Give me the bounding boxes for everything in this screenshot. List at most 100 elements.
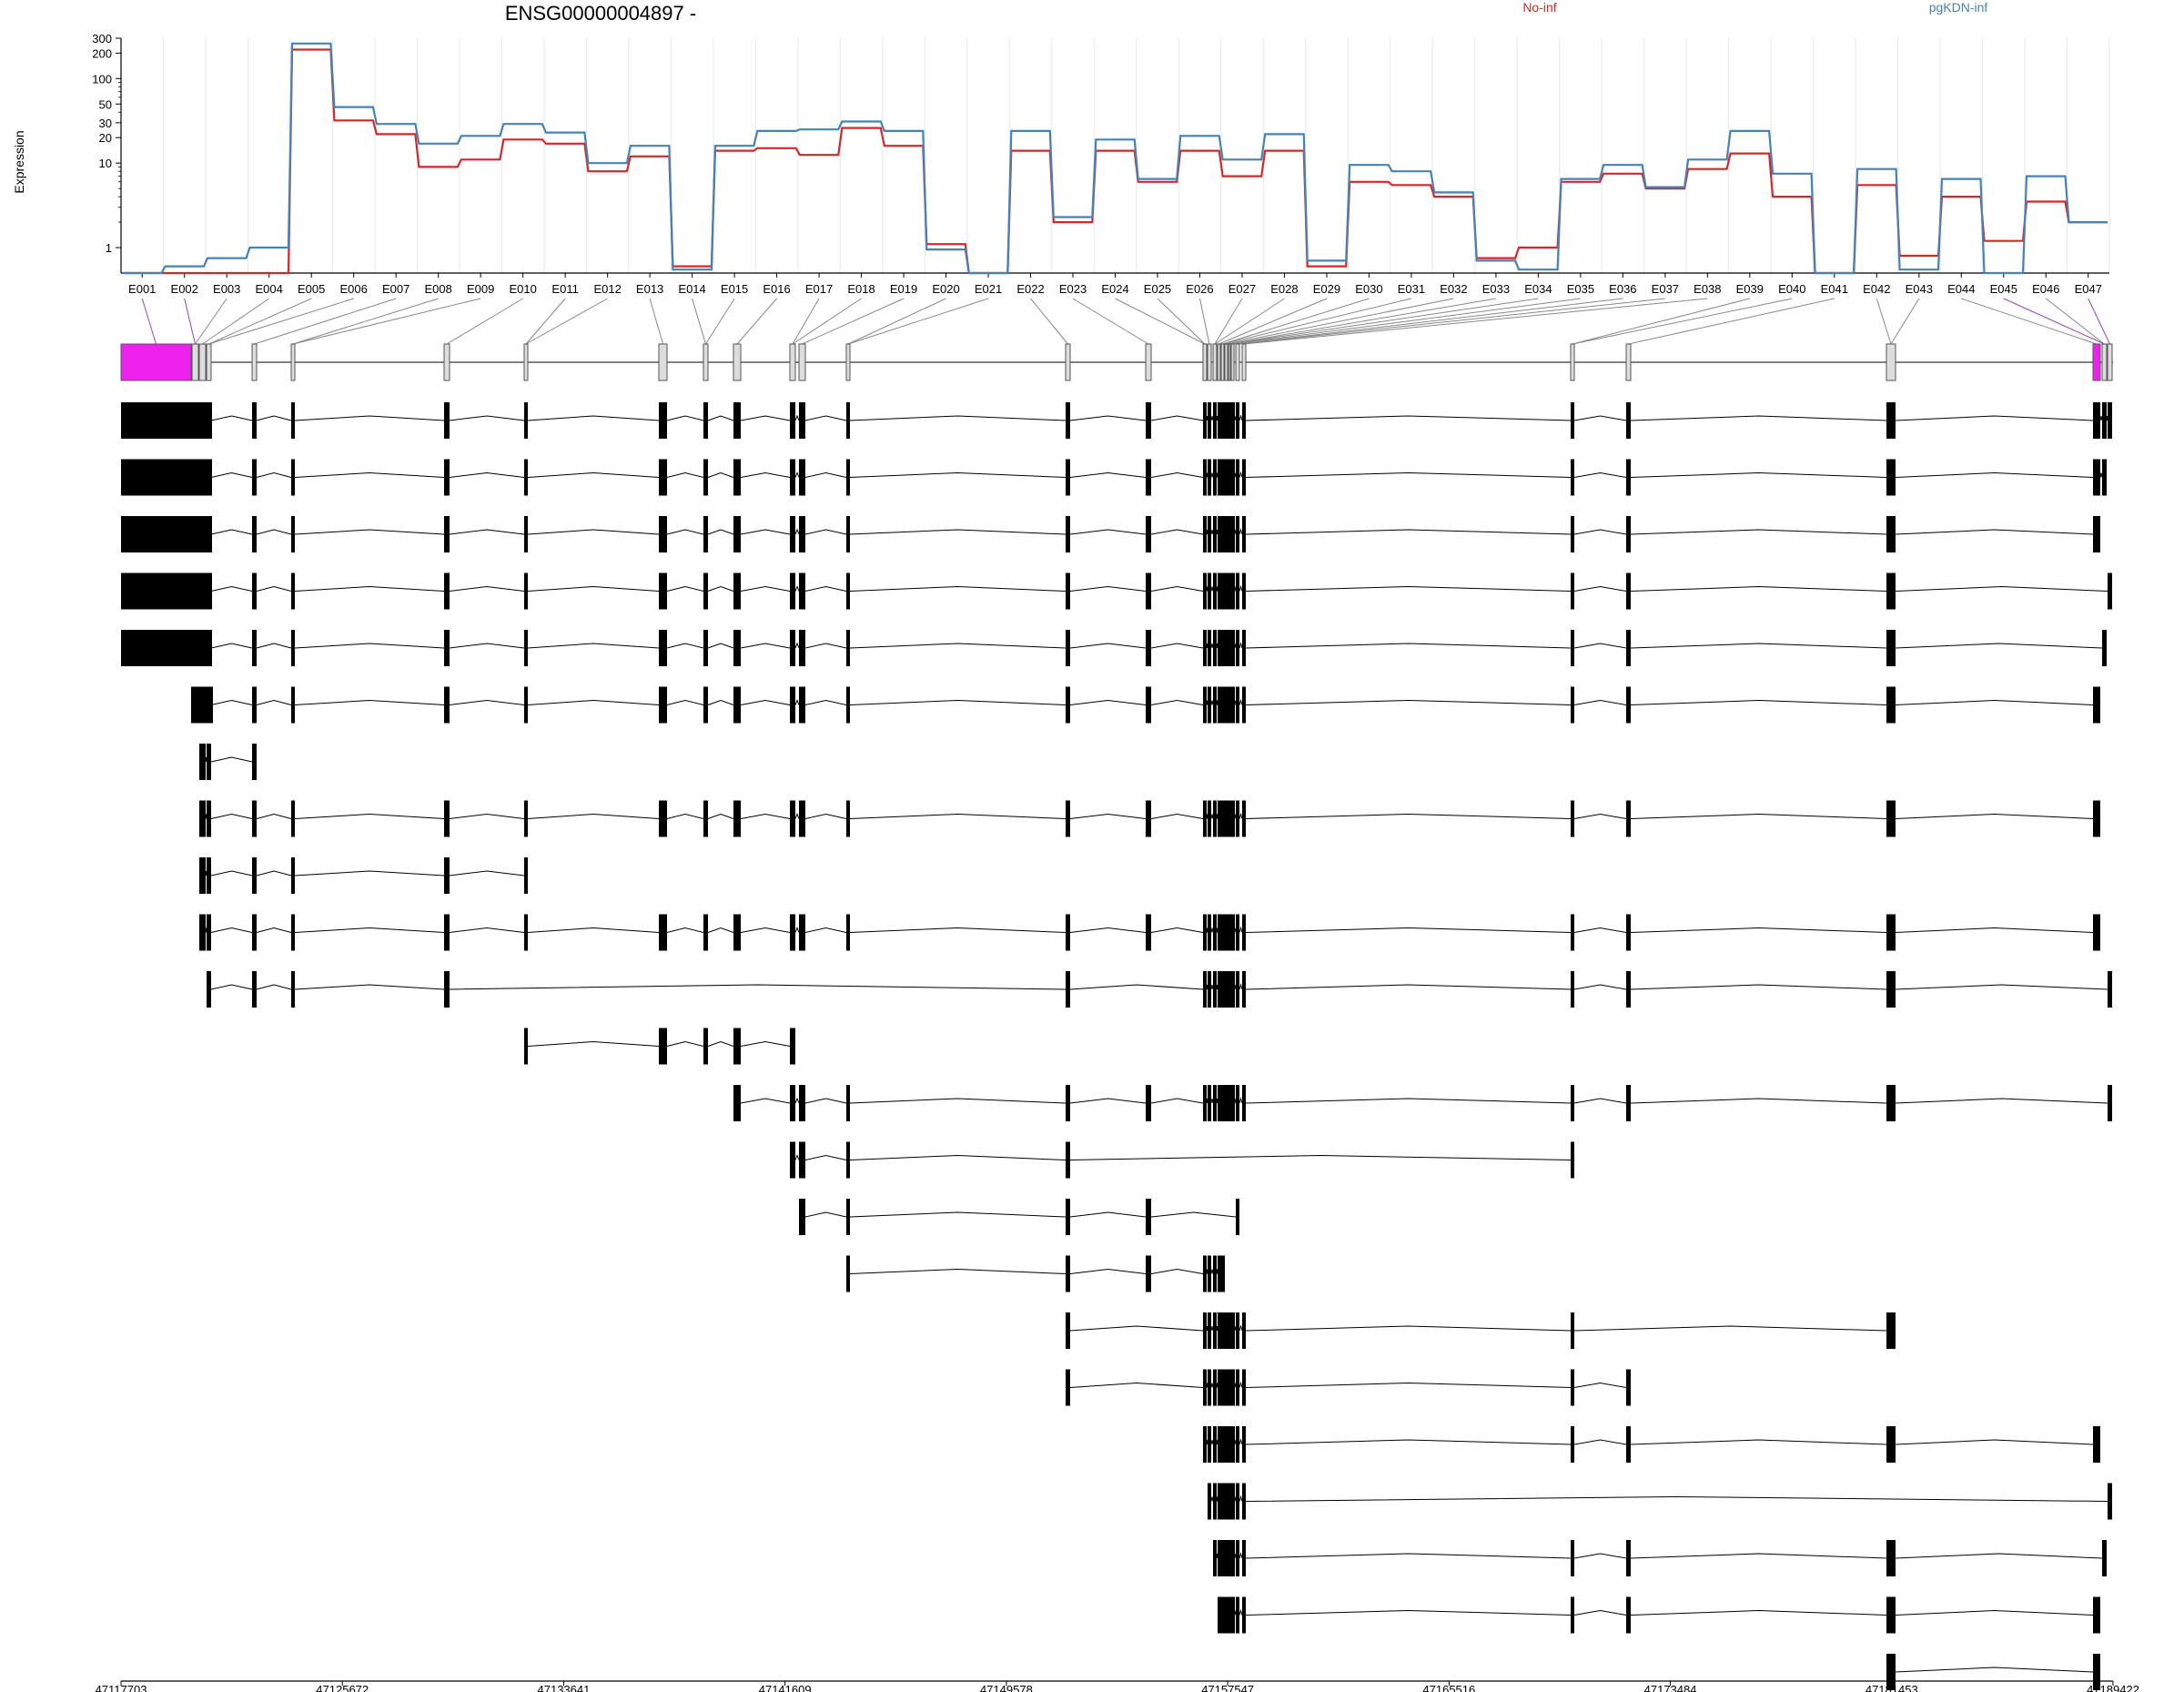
connector-line (649, 298, 663, 345)
intron-line (849, 1268, 1067, 1274)
exon-label-e009: E009 (467, 282, 494, 296)
connector-line (446, 298, 523, 345)
exon-block (2093, 402, 2100, 439)
intron-line (1245, 643, 1572, 649)
exon-block (1218, 1312, 1221, 1349)
exon-block (1146, 800, 1151, 837)
intron-line (1216, 1383, 1218, 1388)
exon-label-e007: E007 (382, 282, 410, 296)
intron-line (1210, 1383, 1214, 1388)
intron-line (1206, 927, 1208, 933)
exon-block (2093, 1426, 2100, 1463)
exon-block (790, 1028, 795, 1065)
exon-block (1208, 971, 1211, 1008)
intron-line (210, 813, 253, 819)
intron-line (210, 471, 253, 478)
exon-block (1242, 686, 1246, 724)
intron-line (1069, 813, 1147, 819)
exon-block (733, 630, 741, 666)
gene-model-exon (1886, 343, 1896, 381)
intron-line (1150, 699, 1204, 705)
intron-line (1895, 415, 2094, 421)
exon-block (1886, 1085, 1896, 1121)
connector-line (1214, 298, 1285, 345)
intron-line (1573, 984, 1627, 990)
intron-line (1895, 1609, 2094, 1616)
exon-block (207, 686, 211, 724)
exon-block (207, 857, 211, 894)
gene-model-exon (290, 343, 296, 381)
gene-model-track (120, 343, 2113, 381)
exon-block (659, 572, 667, 610)
coord-tick-label: 47157547 (1201, 1683, 1254, 1692)
exon-block (846, 516, 850, 552)
intron-line (1150, 529, 1204, 535)
intron-line (1239, 584, 1243, 592)
exon-block (1242, 1369, 1246, 1406)
coord-tick-label: 47141609 (759, 1683, 812, 1692)
intron-line (256, 415, 292, 421)
exon-block (1571, 1540, 1574, 1576)
intron-line (1069, 1268, 1147, 1274)
connector-line (1876, 298, 1892, 345)
exon-block (733, 1028, 741, 1065)
exon-block (846, 800, 850, 837)
exon-block (1236, 800, 1239, 837)
chart-title: ENSG00000004897 - (505, 2, 696, 25)
gene-model-exon (1230, 343, 1235, 381)
gene-model-exon (251, 343, 258, 381)
exon-block (252, 630, 257, 666)
exon-block (1066, 1255, 1070, 1292)
transcript-track (121, 516, 2100, 552)
intron-line (707, 927, 734, 933)
transcript-track (121, 402, 2112, 439)
exon-block (790, 800, 795, 837)
exon-label-e019: E019 (890, 282, 917, 296)
connector-line (254, 298, 397, 345)
exon-block (1218, 402, 1221, 439)
exon-block (1228, 686, 1232, 724)
exon-block (1236, 1596, 1239, 1634)
exon-block (1231, 686, 1235, 724)
intron-line (666, 813, 704, 819)
exon-block (1236, 1426, 1239, 1463)
exon-block (703, 630, 708, 666)
exon-block (1626, 516, 1631, 552)
intron-line (2099, 472, 2103, 478)
intron-line (256, 643, 292, 649)
intron-line (527, 585, 660, 592)
exon-block (1228, 1483, 1232, 1520)
exon-block (1213, 1369, 1217, 1406)
exon-label-e034: E034 (1524, 282, 1552, 296)
intron-line (740, 927, 791, 933)
exon-block (1213, 402, 1217, 439)
exon-block (846, 402, 850, 439)
intron-line (794, 414, 800, 421)
exon-block (1221, 1085, 1225, 1121)
exon-block (1066, 516, 1070, 552)
connector-line (1115, 298, 1206, 345)
exon-label-e033: E033 (1482, 282, 1510, 296)
intron-line (294, 471, 445, 478)
exon-block (799, 402, 805, 439)
intron-line (1069, 643, 1147, 649)
exon-block (733, 686, 741, 724)
exon-block (1571, 686, 1574, 724)
exon-block (1221, 800, 1225, 837)
exon-block (1213, 1426, 1217, 1463)
exon-block (1225, 914, 1228, 951)
intron-line (294, 699, 445, 705)
exon-block (1213, 1540, 1217, 1576)
intron-line (2106, 415, 2108, 421)
intron-line (1573, 1553, 1627, 1559)
exon-block (1146, 630, 1151, 666)
intron-line (1239, 1324, 1243, 1332)
intron-line (1216, 984, 1218, 990)
exon-block (1203, 971, 1207, 1008)
exon-block (659, 914, 667, 951)
intron-line (1216, 1269, 1218, 1274)
exon-block (846, 1141, 850, 1179)
exon-block (1221, 1312, 1225, 1349)
exon-block (1231, 1540, 1235, 1576)
exon-block (2102, 459, 2107, 496)
